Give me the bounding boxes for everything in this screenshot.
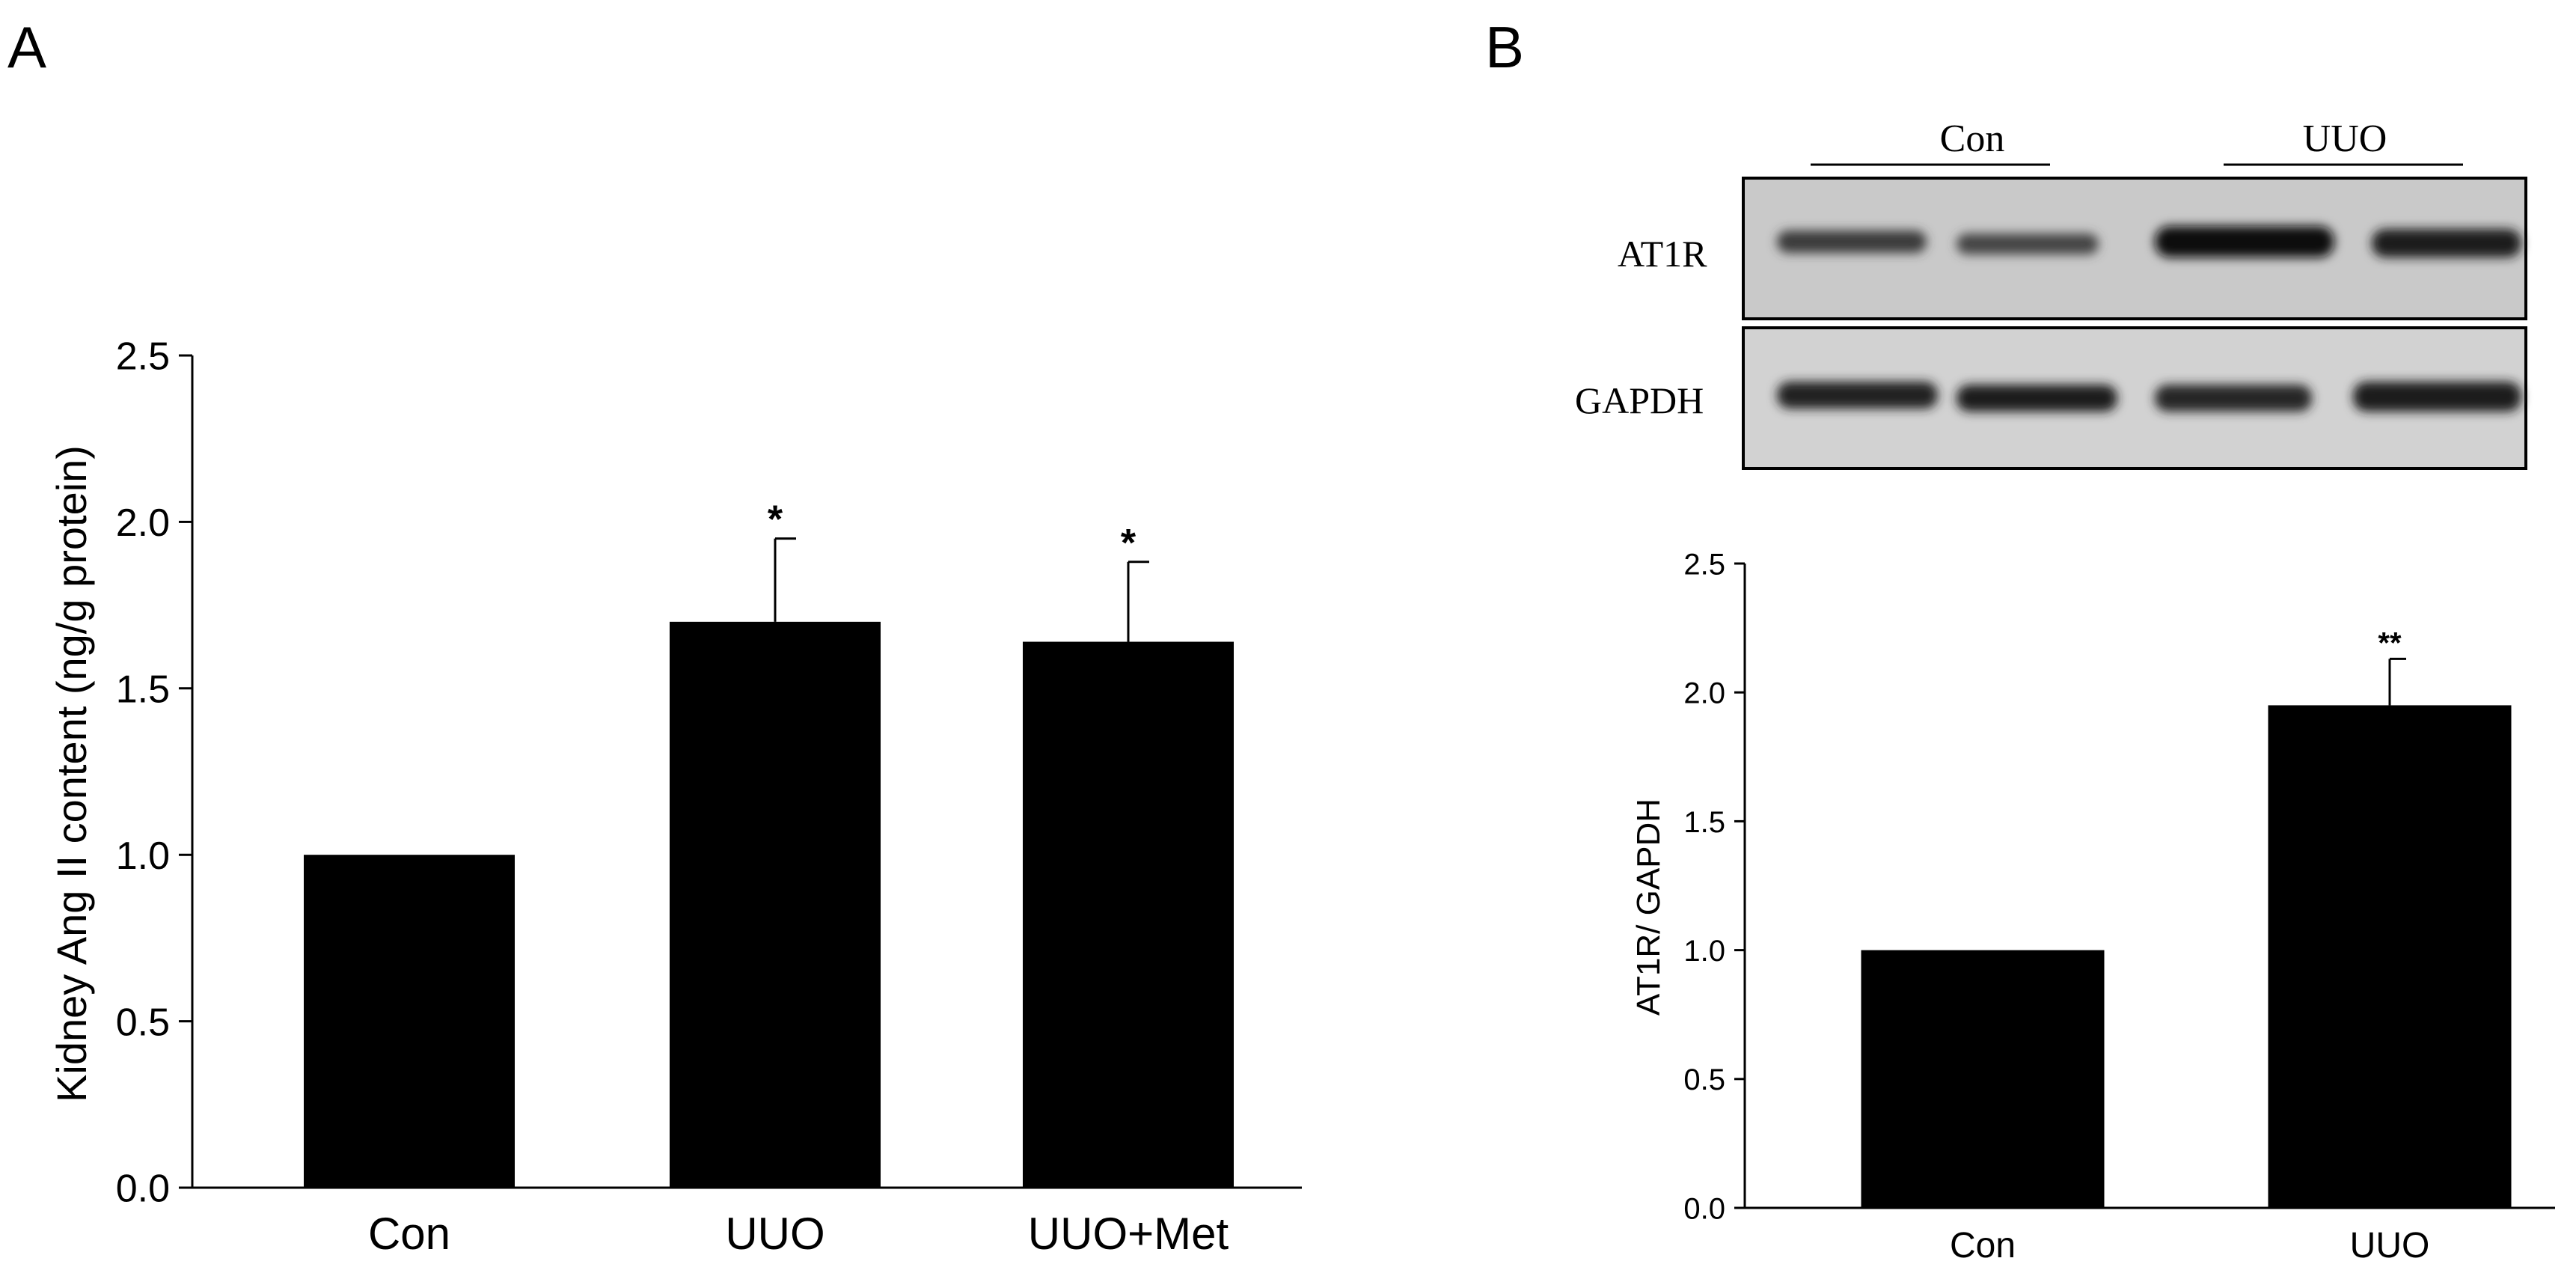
chart-a-y-tick-label: 0.5 (116, 1001, 170, 1044)
chart-b-y-tick-label: 1.0 (1683, 935, 1725, 968)
chart-a-significance-label: * (1121, 522, 1136, 565)
chart-a-y-tick-label: 2.5 (116, 335, 170, 379)
western-blot: Con UUO AT1R GAPDH (1575, 117, 2527, 470)
panel-b-letter: B (1485, 14, 1524, 80)
chart-a-category-label: UUO (725, 1209, 824, 1259)
chart-a-category-label: Con (368, 1209, 450, 1259)
chart-a-significance-label: * (768, 498, 783, 542)
blot-group-label-con: Con (1940, 117, 2005, 160)
chart-a-y-tick-label: 0.0 (116, 1167, 170, 1211)
chart-b-category-label: Con (1950, 1226, 2016, 1266)
chart-a-bar (670, 621, 881, 1188)
panel-a-letter: A (7, 14, 46, 80)
blot-row-label-at1r: AT1R (1618, 233, 1707, 275)
chart-b-y-tick-label: 1.5 (1683, 806, 1725, 839)
chart-b-y-tick-label: 0.0 (1683, 1192, 1725, 1225)
chart-a-y-tick-label: 2.0 (116, 501, 170, 545)
chart-b-ylabel: AT1R/ GAPDH (1630, 799, 1667, 1016)
chart-b: 0.0 0.5 1.0 1.5 2.0 2.5 Con ** UUO (1683, 548, 2555, 1266)
chart-b-category-label: UUO (2350, 1226, 2430, 1266)
chart-b-y-tick-label: 2.5 (1683, 548, 1725, 581)
chart-b-y-tick-label: 0.5 (1683, 1063, 1725, 1096)
chart-a-y-tick-label: 1.0 (116, 834, 170, 878)
chart-b-y-tick-label: 2.0 (1683, 677, 1725, 710)
chart-b-bar (1861, 950, 2105, 1208)
blot-row-label-gapdh: GAPDH (1575, 379, 1704, 421)
chart-a-y-tick-label: 1.5 (116, 668, 170, 712)
chart-a-bar (1023, 641, 1234, 1188)
chart-b-bar (2268, 705, 2512, 1208)
blot-bands-at1r (1777, 226, 2521, 257)
blot-bands-gapdh (1777, 382, 2521, 412)
chart-a: 0.0 0.5 1.0 1.5 2.0 2.5 Con * UUO * UUO+Met (116, 335, 1302, 1259)
chart-b-significance-label: ** (2378, 626, 2402, 659)
chart-a-bar (304, 855, 515, 1188)
blot-group-label-uuo: UUO (2303, 117, 2387, 160)
chart-a-category-label: UUO+Met (1028, 1209, 1229, 1259)
chart-a-ylabel: Kidney Ang II content (ng/g protein) (48, 445, 95, 1102)
